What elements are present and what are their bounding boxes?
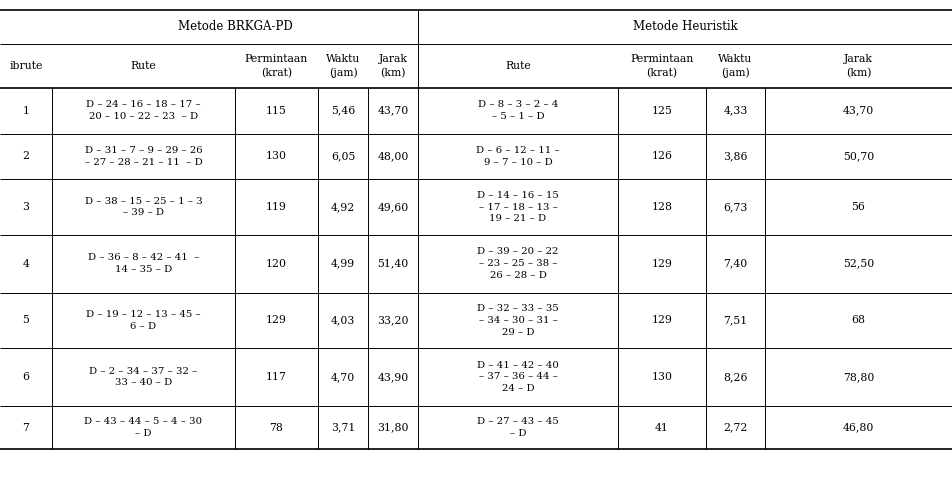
- Text: 2,72: 2,72: [724, 423, 747, 432]
- Text: 43,70: 43,70: [843, 106, 874, 116]
- Text: 68: 68: [851, 315, 865, 325]
- Text: 51,40: 51,40: [377, 259, 408, 268]
- Text: 43,90: 43,90: [377, 372, 408, 382]
- Text: 119: 119: [266, 202, 287, 212]
- Text: 129: 129: [651, 315, 672, 325]
- Text: D – 2 – 34 – 37 – 32 –
33 – 40 – D: D – 2 – 34 – 37 – 32 – 33 – 40 – D: [89, 366, 198, 388]
- Text: D – 24 – 16 – 18 – 17 –
20 – 10 – 22 – 23  – D: D – 24 – 16 – 18 – 17 – 20 – 10 – 22 – 2…: [87, 100, 201, 121]
- Text: 129: 129: [651, 259, 672, 268]
- Text: 3: 3: [23, 202, 30, 212]
- Text: Metode Heuristik: Metode Heuristik: [633, 21, 738, 33]
- Text: 130: 130: [266, 151, 287, 161]
- Text: 3,86: 3,86: [724, 151, 747, 161]
- Text: 33,20: 33,20: [377, 315, 408, 325]
- Text: D – 32 – 33 – 35
– 34 – 30 – 31 –
29 – D: D – 32 – 33 – 35 – 34 – 30 – 31 – 29 – D: [477, 304, 559, 336]
- Text: 6,05: 6,05: [330, 151, 355, 161]
- Text: Rute: Rute: [130, 61, 156, 71]
- Text: 7,40: 7,40: [724, 259, 747, 268]
- Text: 126: 126: [651, 151, 672, 161]
- Text: Metode BRKGA-PD: Metode BRKGA-PD: [178, 21, 292, 33]
- Text: 5,46: 5,46: [331, 106, 355, 116]
- Text: 6,73: 6,73: [724, 202, 747, 212]
- Text: 7: 7: [23, 423, 30, 432]
- Text: 43,70: 43,70: [377, 106, 408, 116]
- Text: 4,70: 4,70: [331, 372, 355, 382]
- Text: D – 14 – 16 – 15
– 17 – 18 – 13 –
19 – 21 – D: D – 14 – 16 – 15 – 17 – 18 – 13 – 19 – 2…: [477, 191, 559, 223]
- Text: D – 8 – 3 – 2 – 4
– 5 – 1 – D: D – 8 – 3 – 2 – 4 – 5 – 1 – D: [478, 100, 558, 121]
- Text: ibrute: ibrute: [10, 61, 43, 71]
- Text: 129: 129: [266, 315, 287, 325]
- Text: Rute: Rute: [506, 61, 531, 71]
- Text: 49,60: 49,60: [377, 202, 408, 212]
- Text: 3,71: 3,71: [330, 423, 355, 432]
- Text: 125: 125: [651, 106, 672, 116]
- Text: 4,99: 4,99: [331, 259, 355, 268]
- Text: 52,50: 52,50: [843, 259, 874, 268]
- Text: D – 19 – 12 – 13 – 45 –
6 – D: D – 19 – 12 – 13 – 45 – 6 – D: [87, 310, 201, 331]
- Text: 130: 130: [651, 372, 672, 382]
- Text: 46,80: 46,80: [843, 423, 874, 432]
- Text: D – 38 – 15 – 25 – 1 – 3
– 39 – D: D – 38 – 15 – 25 – 1 – 3 – 39 – D: [85, 197, 203, 217]
- Text: 7,51: 7,51: [724, 315, 747, 325]
- Text: 56: 56: [851, 202, 865, 212]
- Text: 41: 41: [655, 423, 669, 432]
- Text: D – 43 – 44 – 5 – 4 – 30
– D: D – 43 – 44 – 5 – 4 – 30 – D: [85, 417, 203, 438]
- Text: 8,26: 8,26: [724, 372, 747, 382]
- Text: 78: 78: [269, 423, 284, 432]
- Text: Waktu
(jam): Waktu (jam): [719, 54, 753, 78]
- Text: D – 6 – 12 – 11 –
9 – 7 – 10 – D: D – 6 – 12 – 11 – 9 – 7 – 10 – D: [476, 146, 560, 167]
- Text: D – 36 – 8 – 42 – 41  –
14 – 35 – D: D – 36 – 8 – 42 – 41 – 14 – 35 – D: [88, 253, 199, 274]
- Text: Permintaan
(krat): Permintaan (krat): [245, 54, 308, 78]
- Text: 2: 2: [23, 151, 30, 161]
- Text: 120: 120: [266, 259, 287, 268]
- Text: 50,70: 50,70: [843, 151, 874, 161]
- Text: D – 27 – 43 – 45
– D: D – 27 – 43 – 45 – D: [477, 417, 559, 438]
- Text: Waktu
(jam): Waktu (jam): [326, 54, 360, 78]
- Text: Jarak
(km): Jarak (km): [844, 54, 873, 78]
- Text: 4,92: 4,92: [331, 202, 355, 212]
- Text: 31,80: 31,80: [377, 423, 408, 432]
- Text: Jarak
(km): Jarak (km): [379, 54, 407, 78]
- Text: D – 31 – 7 – 9 – 29 – 26
– 27 – 28 – 21 – 11  – D: D – 31 – 7 – 9 – 29 – 26 – 27 – 28 – 21 …: [85, 146, 203, 167]
- Text: 48,00: 48,00: [377, 151, 408, 161]
- Text: 6: 6: [23, 372, 30, 382]
- Text: D – 41 – 42 – 40
– 37 – 36 – 44 –
24 – D: D – 41 – 42 – 40 – 37 – 36 – 44 – 24 – D: [477, 361, 559, 393]
- Text: 115: 115: [266, 106, 287, 116]
- Text: 128: 128: [651, 202, 672, 212]
- Text: 1: 1: [23, 106, 30, 116]
- Text: 5: 5: [23, 315, 30, 325]
- Text: 4,33: 4,33: [724, 106, 747, 116]
- Text: 4: 4: [23, 259, 30, 268]
- Text: 78,80: 78,80: [843, 372, 874, 382]
- Text: 4,03: 4,03: [330, 315, 355, 325]
- Text: 117: 117: [266, 372, 287, 382]
- Text: D – 39 – 20 – 22
– 23 – 25 – 38 –
26 – 28 – D: D – 39 – 20 – 22 – 23 – 25 – 38 – 26 – 2…: [477, 247, 559, 280]
- Text: Permintaan
(krat): Permintaan (krat): [630, 54, 694, 78]
